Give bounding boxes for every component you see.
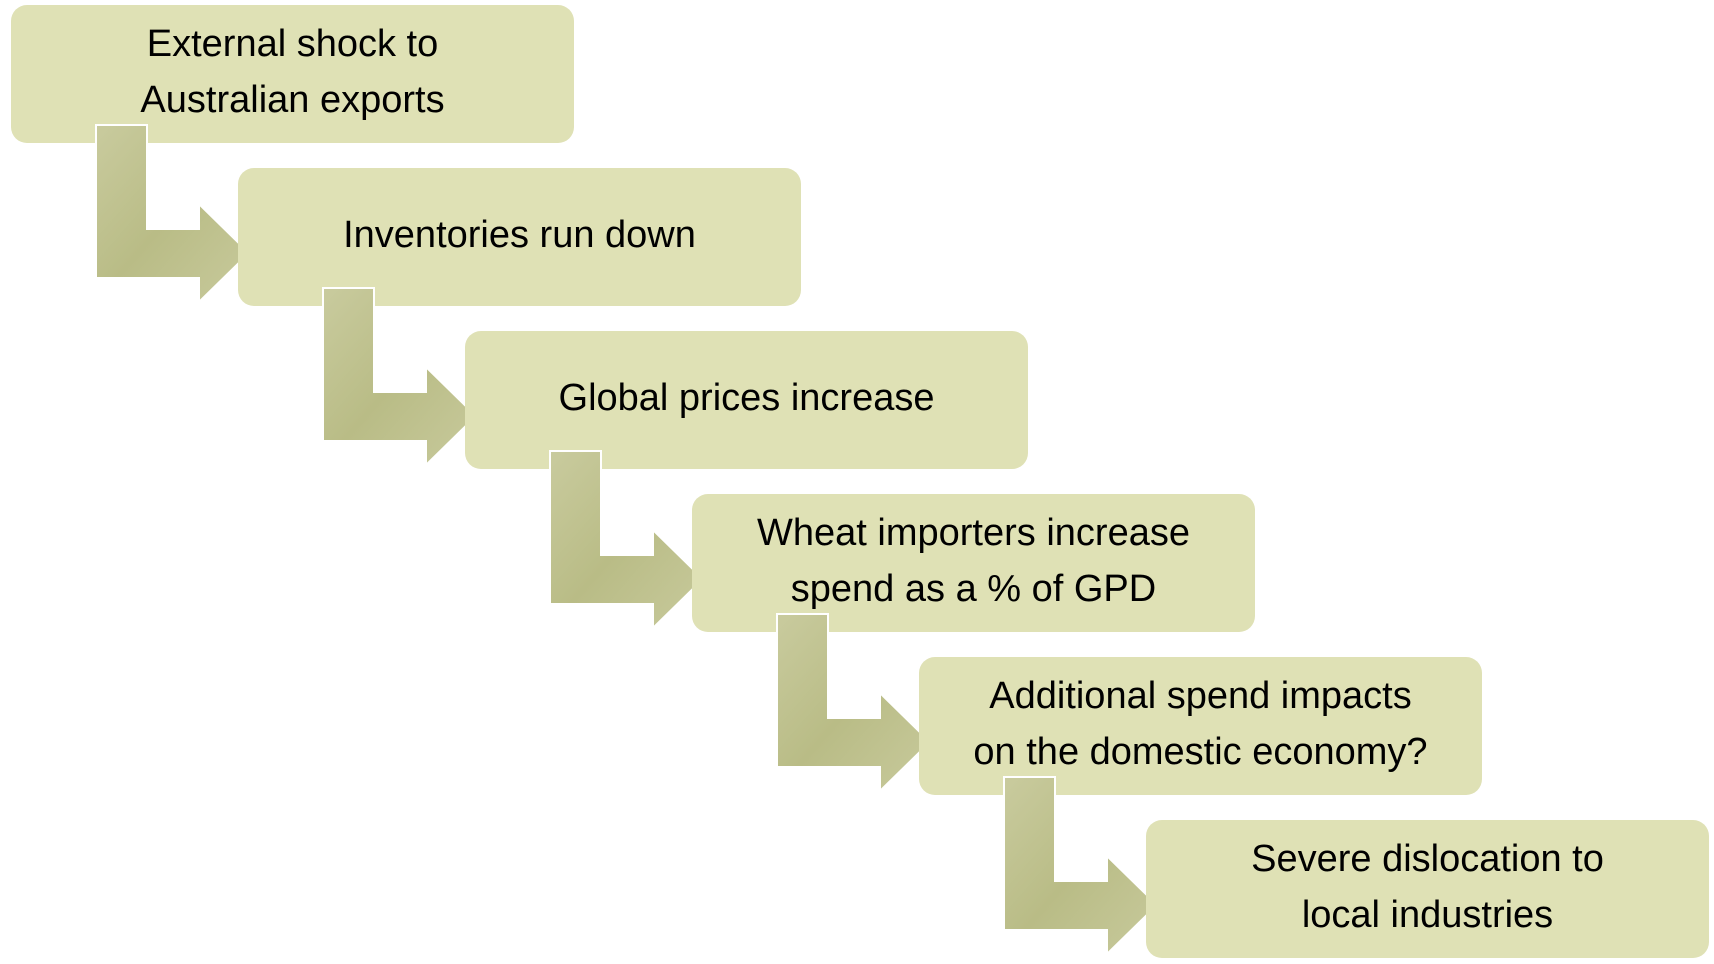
step-text: Australian exports <box>140 79 444 121</box>
step: Wheat importers increase spend as a % of … <box>692 494 1255 794</box>
step-text: spend as a % of GPD <box>791 568 1156 610</box>
step-box <box>238 168 801 306</box>
step-box <box>465 331 1028 469</box>
bent-arrow <box>776 613 932 794</box>
step-box <box>919 657 1482 795</box>
step-text: Inventories run down <box>343 214 696 256</box>
step-text: Global prices increase <box>559 377 935 419</box>
step: Severe dislocation to local industries <box>1146 820 1709 958</box>
bent-arrow <box>322 287 478 468</box>
step: Additional spend impacts on the domestic … <box>919 657 1482 957</box>
step-text: Additional spend impacts <box>989 675 1411 717</box>
step-box <box>11 5 574 143</box>
step-text: Wheat importers increase <box>757 512 1190 554</box>
step: Global prices increase <box>465 331 1028 631</box>
bent-arrow <box>549 450 705 631</box>
step-text: External shock to <box>147 23 438 65</box>
step-box <box>1146 820 1709 958</box>
step-text: local industries <box>1302 894 1553 936</box>
step-box <box>692 494 1255 632</box>
bent-arrow <box>95 124 251 305</box>
step-text: Severe dislocation to <box>1251 838 1604 880</box>
step: Inventories run down <box>238 168 801 468</box>
bent-arrow <box>1003 776 1159 957</box>
step: External shock to Australian exports <box>11 5 574 305</box>
step-text: on the domestic economy? <box>973 731 1427 773</box>
